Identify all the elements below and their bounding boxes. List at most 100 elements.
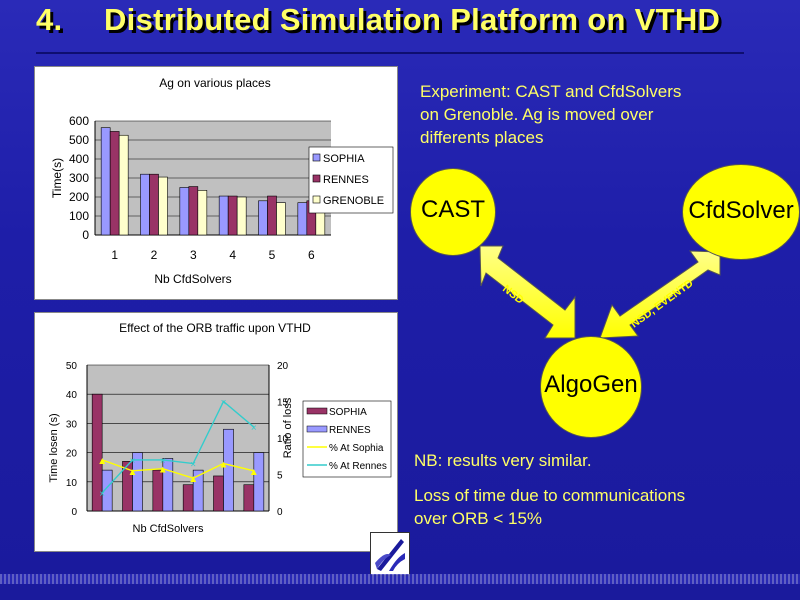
y-tick-label: 30: [66, 419, 78, 430]
bar-rennes: [253, 452, 265, 512]
y-tick-label: 20: [66, 449, 78, 460]
line-point-marker: ×: [99, 489, 105, 500]
y-tick-label: 300: [69, 171, 89, 185]
line-point-marker: ▲: [128, 467, 138, 478]
legend-label: SOPHIA: [323, 153, 365, 165]
slide-title-text: Distributed Simulation Platform on VTHD: [104, 2, 721, 37]
bar-sophia: [297, 202, 308, 236]
bar-rennes: [192, 469, 204, 512]
bar-sophia: [213, 475, 224, 512]
legend-label: RENNES: [329, 425, 371, 436]
bar-sophia: [179, 187, 190, 236]
y-tick-label: 400: [69, 152, 89, 166]
legend-swatch: [312, 195, 321, 204]
slide-number: 4.: [36, 2, 63, 37]
node-cast-label: CAST: [420, 196, 485, 223]
line-point-marker: ▲: [188, 474, 198, 485]
chart-ag-places-svg: Ag on various places 0 100 200 300 400 500 600 1…: [50, 76, 394, 286]
chart-title: Ag on various places: [159, 76, 270, 90]
bar-grenoble: [197, 190, 208, 236]
y-tick-label: 600: [69, 114, 89, 128]
y-tick-label: 40: [66, 390, 78, 401]
chart-ag-places: Ag on various places 0 100 200 300 400 500 600 1…: [34, 66, 398, 300]
bar-grenoble: [236, 196, 247, 236]
x-tick-label: 3: [190, 248, 197, 262]
line-point-marker: ×: [160, 456, 166, 467]
legend-swatch: [306, 425, 328, 433]
node-algogen: AlgoGen: [540, 336, 642, 438]
legend-label: % At Sophia: [329, 443, 384, 454]
legend-label: % At Rennes: [329, 461, 387, 472]
y2-tick-label: 10: [277, 434, 289, 445]
bar-rennes: [267, 195, 277, 236]
bar-sophia: [100, 127, 111, 236]
y-tick-label: 0: [71, 507, 77, 518]
y2-tick-label: 15: [277, 398, 289, 409]
bar-sophia: [243, 484, 255, 512]
bar-rennes: [101, 469, 113, 512]
bar-grenoble: [276, 202, 286, 236]
y-axis-label: Time(s): [50, 158, 64, 198]
node-cfdsolver: CfdSolver: [682, 164, 800, 260]
bottom-decoration: [0, 574, 800, 584]
chart-orb-traffic-svg: Effect of the ORB traffic upon VTHD 0 10 20…: [48, 321, 392, 535]
bar-sophia: [91, 393, 103, 512]
plot-area: [87, 365, 269, 511]
legend-swatch: [312, 153, 321, 162]
bar-grenoble: [158, 176, 168, 236]
x-tick-label: 2: [151, 248, 158, 262]
x-axis-label: Nb CfdSolvers: [133, 523, 204, 535]
chart-title: Effect of the ORB traffic upon VTHD: [119, 321, 311, 335]
bar-sophia: [218, 195, 229, 236]
bar-sophia: [182, 484, 194, 512]
nb-note: NB: results very similar.: [414, 451, 592, 470]
legend-label: RENNES: [323, 174, 369, 186]
y-tick-label: 200: [69, 190, 89, 204]
y-axis-label: Time losen (s): [48, 413, 60, 482]
bar-rennes: [132, 452, 143, 512]
line-point-marker: ▲: [219, 460, 229, 471]
loss-line: Loss of time due to communications: [414, 486, 686, 505]
bar-rennes: [188, 186, 199, 236]
experiment-line: differents places: [420, 128, 544, 147]
x-tick-label: 4: [229, 248, 236, 262]
x-tick-label: 1: [111, 248, 118, 262]
logo-icon: [371, 533, 409, 575]
legend: [308, 146, 394, 214]
line-point-marker: ▲: [158, 465, 168, 476]
legend-swatch: [312, 174, 321, 183]
x-tick-label: 5: [269, 248, 276, 262]
x-tick-label: 6: [308, 248, 315, 262]
line-series: [101, 400, 255, 494]
y2-tick-label: 0: [277, 507, 283, 518]
line-series: [101, 459, 254, 479]
bar-grenoble: [118, 134, 129, 236]
line-point-marker: ×: [251, 423, 257, 434]
bar-rennes: [223, 428, 234, 512]
experiment-line: on Grenoble. Ag is moved over: [420, 105, 654, 124]
legend-label: SOPHIA: [329, 407, 367, 418]
loss-line: over ORB < 15%: [414, 509, 543, 528]
line-point-marker: ×: [221, 398, 227, 409]
chart-orb-traffic: Effect of the ORB traffic upon VTHD 0 10 20…: [34, 312, 398, 552]
y-tick-label: 500: [69, 133, 89, 147]
bar-rennes: [227, 195, 238, 236]
bar-sophia: [258, 200, 268, 236]
title-underline: [36, 52, 744, 54]
slide-title: 4. Distributed Simulation Platform on VTH…: [36, 2, 720, 38]
legend-swatch: [306, 407, 328, 415]
bar-rennes: [109, 131, 120, 236]
line-point-marker: ×: [130, 456, 136, 467]
x-axis-label: Nb CfdSolvers: [154, 272, 231, 286]
y2-axis-label: Ratio of loss: [282, 397, 294, 458]
bar-sophia: [140, 173, 150, 236]
line-point-marker: ×: [190, 460, 196, 471]
line-point-marker: ▲: [249, 467, 259, 478]
experiment-text: Experiment: CAST and CfdSolvers on Greno…: [420, 80, 740, 149]
y-tick-label: 100: [69, 209, 89, 223]
y-tick-label: 0: [82, 228, 89, 242]
node-cast: CAST: [410, 168, 496, 256]
y-tick-label: 10: [66, 478, 78, 489]
loss-text: Loss of time due to communications over …: [414, 484, 754, 530]
line-point-marker: ▲: [97, 456, 107, 467]
